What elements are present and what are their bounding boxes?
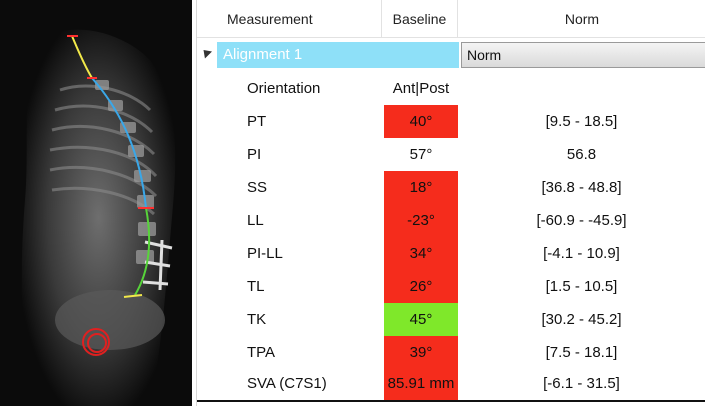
baseline-value: 85.91 mm (384, 367, 458, 400)
lumbar-curve (134, 207, 151, 296)
s1-endplate-marker (123, 294, 143, 298)
measurement-label: SVA (C7S1) (247, 375, 327, 392)
table-row: LL -23° [-60.9 - -45.9] (197, 204, 705, 237)
triangle-expander-icon[interactable] (199, 46, 213, 59)
table-row: TL 26° [1.5 - 10.5] (197, 270, 705, 303)
femoral-head-circle-inner (87, 333, 107, 353)
column-header-norm[interactable]: Norm (458, 0, 705, 38)
femoral-head-circle (82, 328, 110, 356)
baseline-value: 26° (384, 270, 458, 303)
norm-value: 56.8 (566, 146, 597, 163)
table-row: PI-LL 34° [-4.1 - 10.9] (197, 237, 705, 270)
norm-value: [-4.1 - 10.9] (543, 245, 620, 262)
table-row: TPA 39° [7.5 - 18.1] (197, 336, 705, 369)
baseline-value: -23° (384, 204, 458, 237)
group-row: Alignment 1 Norm (197, 40, 705, 70)
measurement-label: PI (247, 146, 262, 163)
norm-value: [-6.1 - 31.5] (543, 375, 620, 392)
vertebrae (95, 80, 156, 264)
measurement-label: LL (247, 212, 264, 229)
group-label[interactable]: Alignment 1 (217, 42, 459, 68)
norm-value (459, 72, 704, 105)
norm-value: [36.8 - 48.8] (541, 179, 622, 196)
cervical-curve (71, 35, 93, 79)
xray-overlay (21, 29, 176, 406)
measurement-label: SS (247, 179, 268, 196)
measurement-label: TL (247, 278, 265, 295)
table-row: PI 57° 56.8 (197, 138, 705, 171)
measurement-table: Measurement Baseline Norm Alignment 1 No… (196, 0, 705, 406)
table-row: SVA (C7S1) 85.91 mm [-6.1 - 31.5] (197, 367, 705, 400)
baseline-value: 57° (409, 146, 433, 163)
column-header-baseline[interactable]: Baseline (382, 0, 458, 38)
baseline-value: 39° (384, 336, 458, 369)
thoracic-curve (91, 77, 147, 209)
table-row: PT 40° [9.5 - 18.5] (197, 105, 705, 138)
column-header-measurement[interactable]: Measurement (197, 0, 382, 38)
measurement-label: PI-LL (247, 245, 283, 262)
norm-value: [-60.9 - -45.9] (536, 212, 627, 229)
baseline-value: 18° (384, 171, 458, 204)
table-bottom-rule (197, 400, 705, 402)
spine-xray-image (0, 0, 192, 406)
table-row: SS 18° [36.8 - 48.8] (197, 171, 705, 204)
measurement-label: TPA (247, 344, 276, 361)
measurement-label: Orientation (247, 80, 321, 97)
table-row: Orientation Ant|Post (197, 72, 705, 105)
baseline-value: Ant|Post (392, 80, 450, 97)
pelvis (55, 290, 165, 350)
norm-value: [7.5 - 18.1] (545, 344, 618, 361)
norm-value: [30.2 - 45.2] (541, 311, 622, 328)
baseline-value: 45° (384, 303, 458, 336)
measurement-label: TK (247, 311, 267, 328)
baseline-value: 34° (384, 237, 458, 270)
measurement-label: PT (247, 113, 267, 130)
table-row: TK 45° [30.2 - 45.2] (197, 303, 705, 336)
norm-value: [1.5 - 10.5] (545, 278, 618, 295)
norm-value: [9.5 - 18.5] (545, 113, 618, 130)
norm-select[interactable]: Norm (461, 42, 705, 68)
baseline-value: 40° (384, 105, 458, 138)
